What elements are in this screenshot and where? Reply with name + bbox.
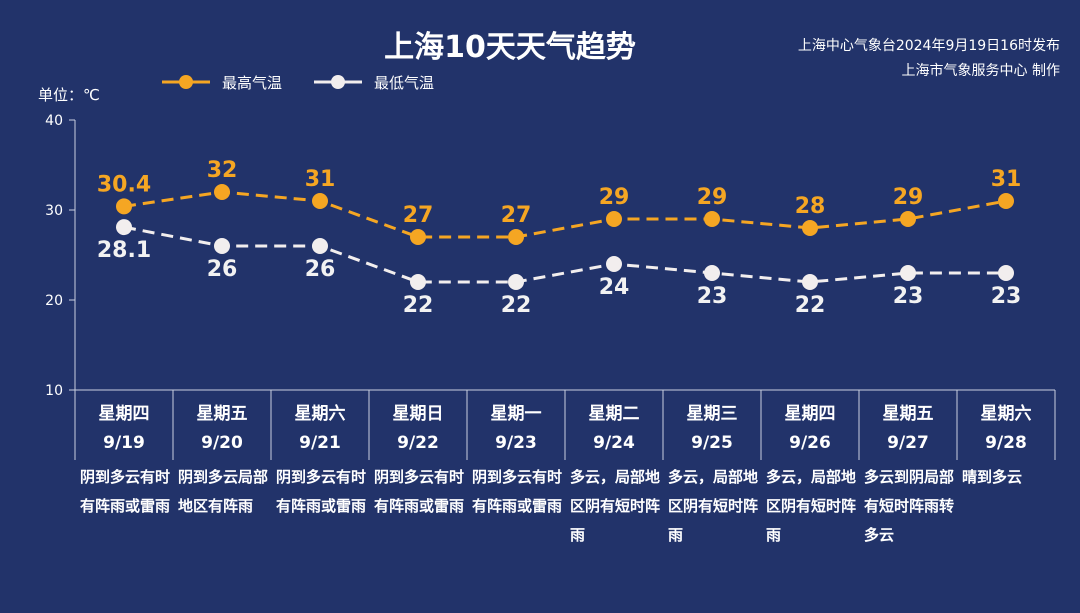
day-header: 星期六 9/28 bbox=[957, 400, 1055, 458]
legend-high-swatch-icon bbox=[162, 75, 210, 89]
chart-title: 上海10天天气趋势 bbox=[384, 30, 636, 65]
high-temp-label: 29 bbox=[599, 185, 630, 210]
date-label: 9/23 bbox=[495, 433, 537, 453]
weekday-label: 星期四 bbox=[98, 404, 150, 424]
day-header: 星期五 9/20 bbox=[173, 400, 271, 458]
low-temp-label: 22 bbox=[403, 293, 434, 318]
low-temp-label: 26 bbox=[207, 257, 238, 282]
low-temp-label: 23 bbox=[893, 284, 924, 309]
day-header: 星期六 9/21 bbox=[271, 400, 369, 458]
high-temp-label: 32 bbox=[207, 158, 238, 183]
low-temp-line bbox=[123, 225, 1006, 284]
date-label: 9/28 bbox=[985, 433, 1027, 453]
low-temp-point bbox=[312, 238, 328, 254]
high-temp-label: 29 bbox=[697, 185, 728, 210]
y-tick-label: 40 bbox=[45, 113, 63, 129]
day-header: 星期三 9/25 bbox=[663, 400, 761, 458]
high-temp-label: 28 bbox=[795, 194, 826, 219]
day-header: 星期四 9/19 bbox=[75, 400, 173, 458]
high-temp-point bbox=[214, 184, 230, 200]
weather-description: 多云到阴局部有短时阵雨转多云 bbox=[864, 468, 955, 544]
legend-high-label: 最高气温 bbox=[222, 73, 283, 92]
legend-item-low: 最低气温 bbox=[312, 72, 434, 92]
day-header: 星期日 9/22 bbox=[369, 400, 467, 458]
high-temp-label: 27 bbox=[403, 203, 434, 228]
weekday-label: 星期日 bbox=[392, 404, 444, 424]
weekday-label: 星期二 bbox=[588, 404, 640, 424]
y-tick-label: 30 bbox=[45, 203, 63, 219]
weather-description: 多云，局部地区阴有短时阵雨 bbox=[570, 468, 661, 544]
source-info: 上海中心气象台2024年9月19日16时发布 上海市气象服务中心 制作 bbox=[798, 34, 1060, 84]
weekday-label: 星期六 bbox=[980, 404, 1032, 424]
low-temp-point bbox=[606, 256, 622, 272]
low-temp-point bbox=[998, 265, 1014, 281]
y-tick-label: 20 bbox=[45, 293, 63, 309]
date-label: 9/22 bbox=[397, 433, 439, 453]
high-temp-point bbox=[606, 211, 622, 227]
day-header: 星期四 9/26 bbox=[761, 400, 859, 458]
weather-description: 阴到多云有时有阵雨或雷雨 bbox=[472, 468, 563, 515]
high-temp-label: 31 bbox=[305, 167, 336, 192]
high-temp-label: 30.4 bbox=[97, 172, 151, 197]
date-label: 9/21 bbox=[299, 433, 341, 453]
unit-label: 单位：℃ bbox=[38, 86, 100, 104]
low-temp-point bbox=[508, 274, 524, 290]
low-temp-label: 28.1 bbox=[97, 238, 151, 263]
weather-description: 阴到多云有时有阵雨或雷雨 bbox=[80, 468, 171, 515]
weather-description: 阴到多云有时有阵雨或雷雨 bbox=[276, 468, 367, 515]
low-temp-label: 23 bbox=[697, 284, 728, 309]
low-temp-point bbox=[214, 238, 230, 254]
weather-description: 晴到多云 bbox=[962, 468, 1023, 486]
low-temp-label: 23 bbox=[991, 284, 1022, 309]
weather-description: 阴到多云有时有阵雨或雷雨 bbox=[374, 468, 465, 515]
low-temp-label: 22 bbox=[795, 293, 826, 318]
weekday-label: 星期三 bbox=[686, 404, 738, 424]
weekday-label: 星期五 bbox=[882, 404, 934, 424]
weekday-label: 星期六 bbox=[294, 404, 346, 424]
weather-description: 多云，局部地区阴有短时阵雨 bbox=[668, 468, 759, 544]
high-temp-point bbox=[410, 229, 426, 245]
high-temp-point bbox=[802, 220, 818, 236]
low-temp-label: 26 bbox=[305, 257, 336, 282]
low-temp-point bbox=[410, 274, 426, 290]
date-label: 9/26 bbox=[789, 433, 831, 453]
weekday-label: 星期五 bbox=[196, 404, 248, 424]
date-label: 9/24 bbox=[593, 433, 635, 453]
low-temp-point bbox=[900, 265, 916, 281]
day-header: 星期二 9/24 bbox=[565, 400, 663, 458]
low-temp-label: 24 bbox=[599, 275, 630, 300]
high-temp-point bbox=[998, 193, 1014, 209]
date-label: 9/20 bbox=[201, 433, 243, 453]
high-temp-point bbox=[900, 211, 916, 227]
high-temp-label: 29 bbox=[893, 185, 924, 210]
legend-low-swatch-icon bbox=[314, 75, 362, 89]
date-label: 9/19 bbox=[103, 433, 145, 453]
low-temp-point bbox=[704, 265, 720, 281]
high-temp-line bbox=[123, 190, 1007, 239]
weather-description: 阴到多云局部地区有阵雨 bbox=[178, 468, 269, 515]
high-temp-label: 31 bbox=[991, 167, 1022, 192]
high-temp-point bbox=[508, 229, 524, 245]
source-line-2: 上海市气象服务中心 制作 bbox=[901, 63, 1060, 79]
high-temp-point bbox=[704, 211, 720, 227]
source-line-1: 上海中心气象台2024年9月19日16时发布 bbox=[797, 38, 1060, 54]
low-temp-point bbox=[802, 274, 818, 290]
day-header: 星期一 9/23 bbox=[467, 400, 565, 458]
high-temp-label: 27 bbox=[501, 203, 532, 228]
date-label: 9/25 bbox=[691, 433, 733, 453]
legend-item-high: 最高气温 bbox=[160, 72, 282, 92]
high-temp-point bbox=[312, 193, 328, 209]
date-label: 9/27 bbox=[887, 433, 929, 453]
y-tick-label: 10 bbox=[45, 383, 63, 399]
legend-low-label: 最低气温 bbox=[374, 73, 435, 92]
weekday-label: 星期四 bbox=[784, 404, 836, 424]
high-temp-point bbox=[116, 198, 132, 215]
weekday-label: 星期一 bbox=[490, 404, 542, 424]
low-temp-point bbox=[116, 219, 132, 236]
low-temp-label: 22 bbox=[501, 293, 532, 318]
day-header: 星期五 9/27 bbox=[859, 400, 957, 458]
weather-description: 多云，局部地区阴有短时阵雨 bbox=[766, 468, 857, 544]
